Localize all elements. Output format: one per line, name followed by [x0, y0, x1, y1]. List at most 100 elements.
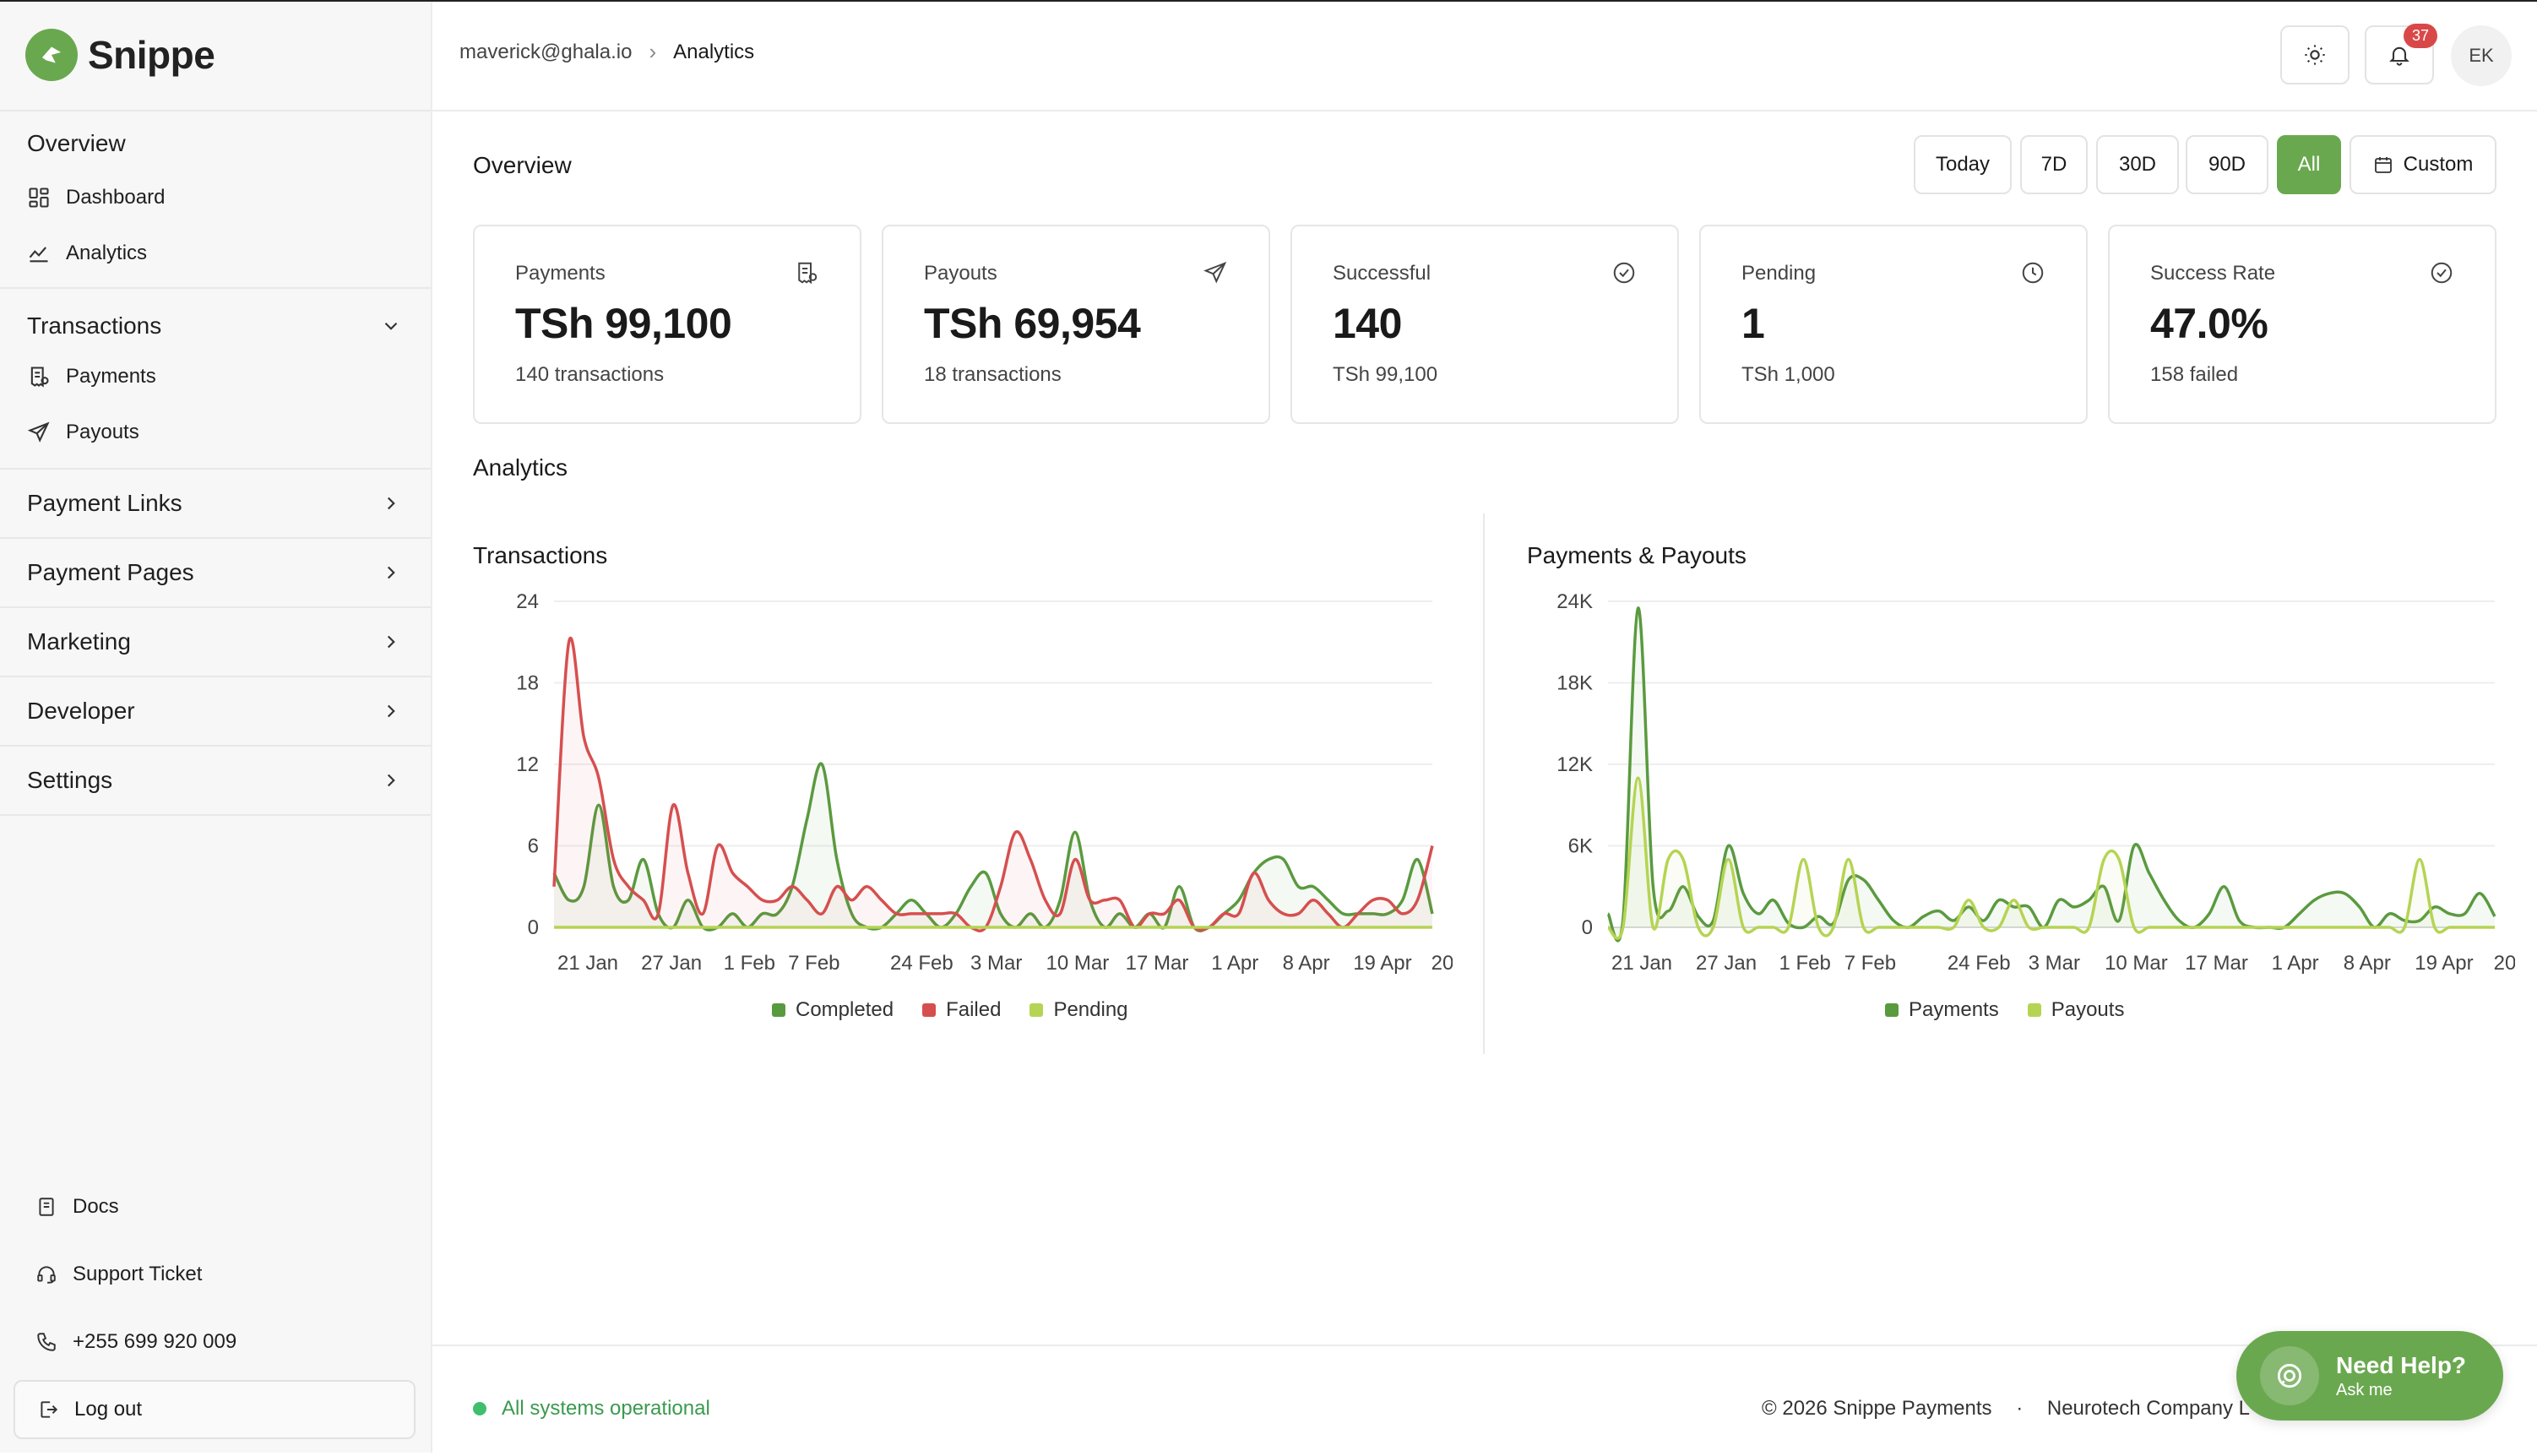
analytics-title: Analytics	[473, 454, 568, 481]
send-icon	[1203, 261, 1227, 284]
clock-icon	[2022, 262, 2044, 284]
sidebar-section-settings[interactable]: Settings	[0, 747, 431, 814]
legend-item-payments[interactable]: Payments	[1885, 998, 1999, 1022]
card-value: 1	[1741, 300, 1765, 347]
legend-swatch	[1029, 1003, 1044, 1017]
range-7d-button[interactable]: 7D	[2020, 135, 2088, 194]
logo-mark-icon	[25, 29, 78, 81]
notifications-button[interactable]: 37	[2365, 24, 2437, 84]
legend-label: Pending	[1053, 998, 1128, 1021]
y-tick-label: 24K	[1556, 590, 1593, 613]
success-rate-card: Success Rate 47.0% 158 failed	[2108, 225, 2496, 424]
range-30d-button[interactable]: 30D	[2096, 135, 2179, 194]
sidebar-item-label: Payments	[66, 365, 156, 388]
chevron-right-icon	[387, 774, 395, 787]
sidebar-item-payments[interactable]: Payments	[27, 356, 156, 397]
y-tick-label: 6K	[1568, 835, 1593, 858]
series-line-completed[interactable]	[552, 762, 1434, 932]
chevron-right-icon	[387, 566, 395, 579]
series-line-payouts[interactable]	[1606, 776, 2495, 940]
card-label: Payouts	[924, 262, 997, 285]
sun-icon	[2305, 45, 2325, 65]
breadcrumb-account[interactable]: maverick@ghala.io	[459, 40, 633, 63]
chevron-right-icon	[387, 635, 395, 649]
x-tick-label: 10 Mar	[2105, 952, 2168, 975]
x-tick-label: 3 Mar	[970, 952, 1022, 975]
y-tick-label: 0	[528, 916, 539, 939]
range-custom-button[interactable]: Custom	[2350, 135, 2496, 194]
line-chart-icon	[29, 247, 48, 263]
x-tick-label: 7 Feb	[788, 952, 839, 975]
series-line-failed[interactable]	[552, 637, 1434, 932]
sidebar-support-link[interactable]: Support Ticket	[35, 1253, 202, 1296]
logout-button[interactable]: Log out	[14, 1380, 416, 1439]
card-subtext: 140 transactions	[515, 363, 665, 386]
x-tick-label: 3 Mar	[2029, 952, 2080, 975]
x-tick-label: 24 Feb	[1948, 952, 2011, 975]
series-line-payments[interactable]	[1606, 606, 2496, 943]
system-status[interactable]: All systems operational	[473, 1397, 710, 1421]
sidebar-group-transactions[interactable]: Transactions	[0, 292, 431, 360]
y-tick-label: 18	[516, 672, 539, 695]
legend-swatch	[772, 1003, 785, 1017]
range-today-button[interactable]: Today	[1914, 135, 2012, 194]
sidebar-section-marketing[interactable]: Marketing	[0, 608, 431, 676]
headset-icon	[37, 1266, 56, 1284]
legend-item-completed[interactable]: Completed	[772, 998, 894, 1022]
charts-divider	[1483, 513, 1485, 1054]
sidebar-section-payment-links[interactable]: Payment Links	[0, 470, 431, 537]
x-tick-label: 27 Jan	[641, 952, 702, 975]
x-tick-label: 1 Apr	[2272, 952, 2319, 975]
legend-label: Failed	[946, 998, 1002, 1021]
grid-icon	[29, 187, 49, 208]
legend-item-payouts[interactable]: Payouts	[2027, 998, 2124, 1022]
sidebar-divider	[0, 676, 431, 677]
help-subtitle: Ask me	[2336, 1380, 2393, 1399]
bell-icon	[2389, 46, 2409, 66]
chat-help-icon	[2260, 1346, 2319, 1405]
need-help-button[interactable]: Need Help? Ask me	[2236, 1331, 2503, 1421]
sidebar-docs-link[interactable]: Docs	[35, 1186, 119, 1228]
card-subtext: TSh 99,100	[1333, 363, 1438, 386]
range-all-button[interactable]: All	[2277, 135, 2341, 194]
chevron-right-icon	[387, 704, 395, 718]
series-area-completed	[554, 763, 1432, 932]
brand-logo[interactable]: Snippe	[25, 27, 215, 83]
send-icon	[27, 421, 50, 443]
footer: All systems operational © 2026 Snippe Pa…	[432, 1345, 2537, 1456]
successful-card: Successful 140 TSh 99,100	[1290, 225, 1679, 424]
card-value: 140	[1333, 300, 1402, 347]
sidebar-divider	[0, 110, 431, 111]
status-text: All systems operational	[502, 1397, 710, 1420]
sidebar-section-label: Developer	[27, 698, 135, 724]
sidebar-item-label: Payouts	[66, 421, 139, 443]
chevron-right-icon	[387, 497, 395, 510]
payments-payouts-chart: 0 6K 12K 18K 24K 21 Jan 27 Jan 1 Feb 7 Feb 24 Feb…	[1556, 590, 2515, 975]
avatar[interactable]: EK	[2451, 25, 2512, 86]
phone-label: +255 699 920 009	[73, 1330, 237, 1353]
sidebar-item-analytics[interactable]: Analytics	[27, 233, 147, 274]
sidebar-item-dashboard[interactable]: Dashboard	[27, 177, 165, 218]
sidebar-section-label: Payment Pages	[27, 559, 194, 585]
sidebar-phone-link[interactable]: +255 699 920 009	[35, 1321, 236, 1363]
transactions-chart-title: Transactions	[473, 542, 608, 568]
sidebar-item-payouts[interactable]: Payouts	[27, 412, 139, 453]
x-tick-label: 21 Jan	[557, 952, 618, 975]
legend-item-failed[interactable]: Failed	[922, 998, 1001, 1022]
transactions-chart: 0 6 12 18 24 21 Jan 27 Jan 1 Feb 7 Feb 24 Feb 3 Ma…	[516, 590, 1453, 975]
breadcrumb: maverick@ghala.io › Analytics	[459, 39, 754, 65]
status-dot-icon	[473, 1402, 486, 1415]
sidebar-section-payment-pages[interactable]: Payment Pages	[0, 539, 431, 606]
y-tick-label: 12K	[1556, 753, 1593, 776]
legend-item-pending[interactable]: Pending	[1029, 998, 1128, 1022]
sidebar-section-developer[interactable]: Developer	[0, 677, 431, 745]
legend-swatch	[2027, 1003, 2041, 1017]
sidebar-divider	[0, 606, 431, 608]
receipt-icon	[30, 367, 49, 388]
payments-card: Payments TSh 99,100 140 transactions	[473, 225, 861, 424]
sidebar-item-label: Analytics	[66, 242, 148, 264]
company-text[interactable]: Neurotech Company L	[2046, 1397, 2251, 1420]
overview-title: Overview	[473, 152, 572, 178]
range-90d-button[interactable]: 90D	[2186, 135, 2268, 194]
theme-toggle-button[interactable]	[2280, 25, 2350, 84]
